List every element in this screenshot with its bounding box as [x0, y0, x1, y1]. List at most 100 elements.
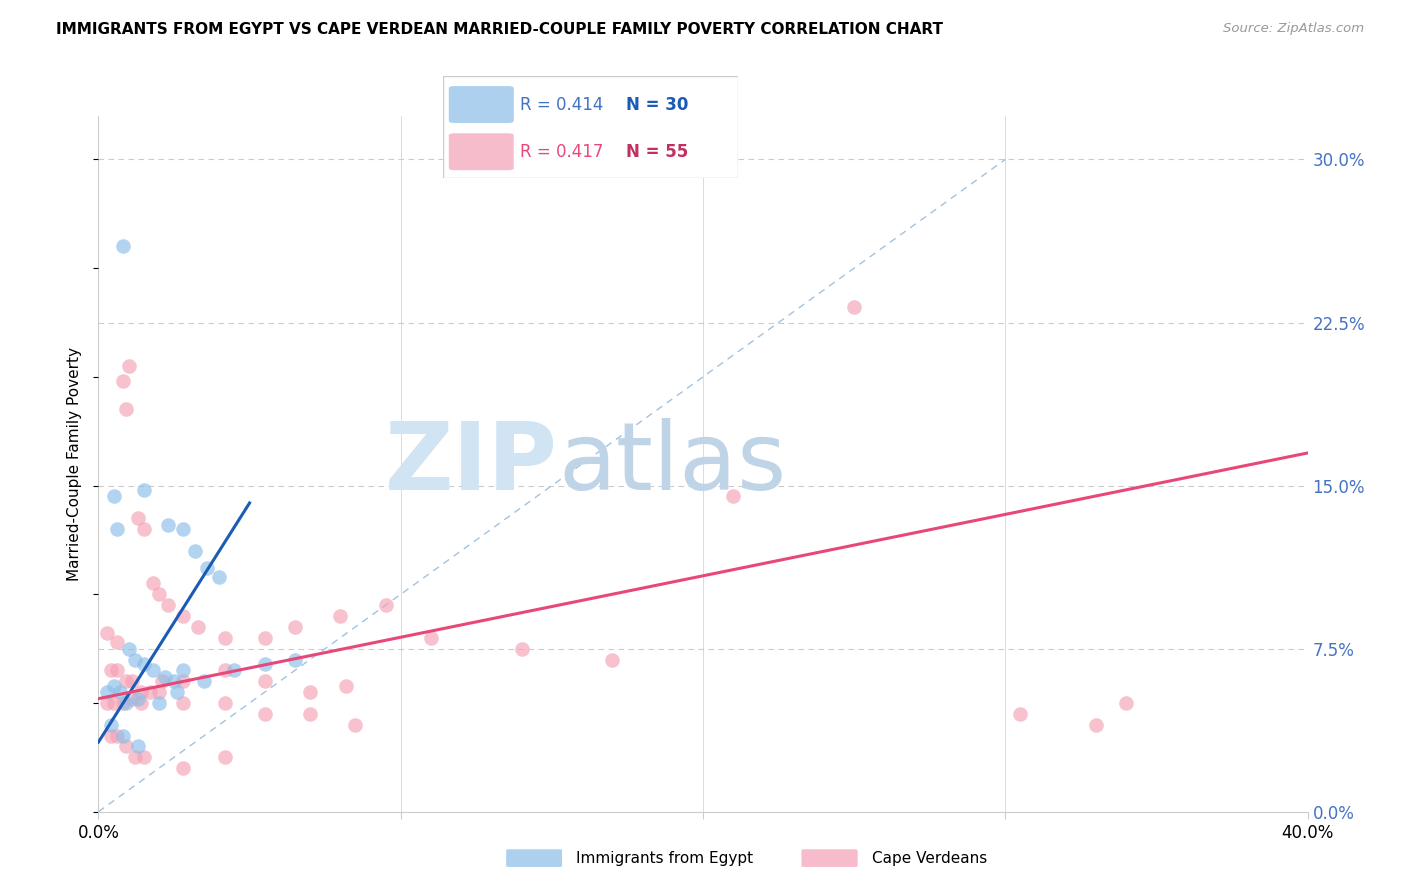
Point — [329, 609, 352, 624]
Point — [420, 631, 443, 645]
Point — [214, 631, 236, 645]
FancyBboxPatch shape — [449, 87, 513, 123]
Point — [121, 691, 143, 706]
Point — [139, 685, 162, 699]
Point — [132, 750, 155, 764]
Point — [132, 483, 155, 497]
Point — [132, 657, 155, 671]
Point — [193, 674, 215, 689]
Point — [114, 402, 136, 417]
Point — [148, 587, 170, 601]
Point — [114, 674, 136, 689]
Point — [156, 517, 179, 532]
Point — [105, 635, 128, 649]
Point — [148, 685, 170, 699]
Point — [100, 729, 122, 743]
Point — [224, 664, 246, 678]
Point — [129, 685, 152, 699]
Point — [118, 641, 141, 656]
Point — [187, 620, 209, 634]
Point — [723, 490, 745, 504]
Text: Immigrants from Egypt: Immigrants from Egypt — [576, 851, 754, 865]
Point — [208, 570, 231, 584]
Point — [1115, 696, 1137, 710]
Point — [96, 626, 118, 640]
Text: Source: ZipAtlas.com: Source: ZipAtlas.com — [1223, 22, 1364, 36]
Point — [172, 696, 194, 710]
Point — [148, 696, 170, 710]
Point — [111, 239, 134, 253]
Point — [299, 706, 322, 721]
Text: N = 30: N = 30 — [626, 95, 689, 113]
Point — [299, 685, 322, 699]
Point — [132, 522, 155, 536]
Point — [172, 609, 194, 624]
Y-axis label: Married-Couple Family Poverty: Married-Couple Family Poverty — [67, 347, 83, 581]
Point — [124, 750, 146, 764]
Point — [253, 657, 276, 671]
Point — [253, 674, 276, 689]
Point — [105, 664, 128, 678]
Point — [163, 674, 186, 689]
Point — [253, 706, 276, 721]
Point — [105, 522, 128, 536]
Point — [124, 652, 146, 666]
Point — [108, 685, 131, 699]
Point — [284, 620, 307, 634]
Point — [129, 696, 152, 710]
Point — [214, 750, 236, 764]
Point — [150, 674, 173, 689]
Point — [96, 696, 118, 710]
Point — [111, 374, 134, 388]
Point — [166, 685, 188, 699]
Point — [172, 674, 194, 689]
Point — [127, 511, 149, 525]
Point — [105, 729, 128, 743]
Point — [121, 674, 143, 689]
Point — [103, 679, 125, 693]
FancyBboxPatch shape — [801, 849, 858, 867]
Text: atlas: atlas — [558, 417, 786, 510]
Point — [1010, 706, 1032, 721]
Point — [1085, 717, 1108, 731]
FancyBboxPatch shape — [506, 849, 562, 867]
Text: Cape Verdeans: Cape Verdeans — [872, 851, 987, 865]
Point — [184, 544, 207, 558]
Point — [142, 576, 165, 591]
Point — [100, 664, 122, 678]
Point — [111, 696, 134, 710]
Text: ZIP: ZIP — [385, 417, 558, 510]
Text: R = 0.417: R = 0.417 — [520, 143, 603, 161]
Point — [127, 691, 149, 706]
Point — [172, 761, 194, 775]
Point — [100, 717, 122, 731]
Point — [103, 696, 125, 710]
Point — [335, 679, 357, 693]
Point — [96, 685, 118, 699]
Point — [214, 664, 236, 678]
Point — [844, 300, 866, 315]
Point — [284, 652, 307, 666]
Point — [602, 652, 624, 666]
Point — [127, 739, 149, 754]
Point — [374, 598, 396, 612]
Point — [118, 359, 141, 373]
Point — [111, 729, 134, 743]
Point — [114, 696, 136, 710]
Point — [172, 664, 194, 678]
Point — [153, 670, 176, 684]
Text: R = 0.414: R = 0.414 — [520, 95, 603, 113]
Text: N = 55: N = 55 — [626, 143, 688, 161]
FancyBboxPatch shape — [443, 76, 738, 178]
Point — [114, 739, 136, 754]
Point — [510, 641, 533, 656]
Point — [253, 631, 276, 645]
Point — [142, 664, 165, 678]
FancyBboxPatch shape — [449, 133, 513, 170]
Point — [195, 561, 218, 575]
Text: IMMIGRANTS FROM EGYPT VS CAPE VERDEAN MARRIED-COUPLE FAMILY POVERTY CORRELATION : IMMIGRANTS FROM EGYPT VS CAPE VERDEAN MA… — [56, 22, 943, 37]
Point — [156, 598, 179, 612]
Point — [172, 522, 194, 536]
Point — [214, 696, 236, 710]
Point — [103, 490, 125, 504]
